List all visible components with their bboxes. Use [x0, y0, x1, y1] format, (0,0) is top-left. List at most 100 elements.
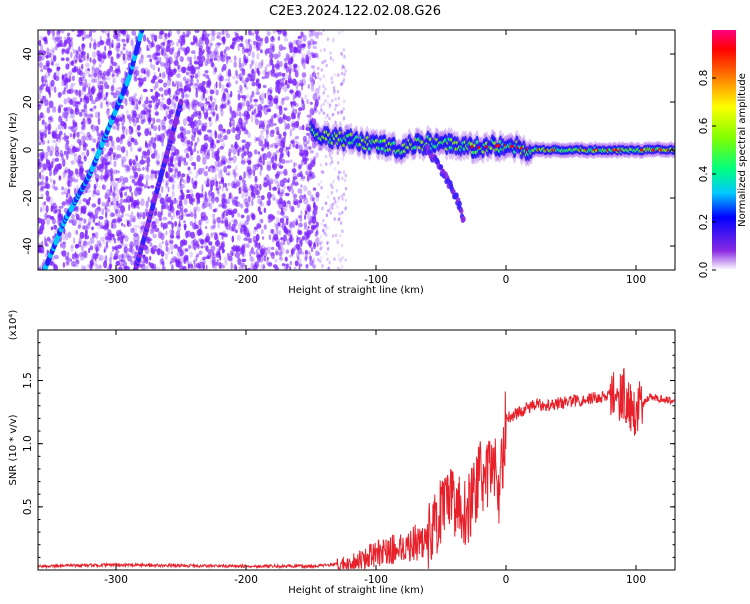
spectrogram-noise-point — [183, 148, 189, 154]
spectrogram-noise-point — [197, 59, 203, 67]
spectrogram-noise-point — [218, 160, 223, 164]
spectrogram-noise-point — [243, 151, 247, 156]
spectrogram-noise-point — [222, 182, 225, 188]
spectrogram-noise-point — [302, 135, 307, 142]
spectrogram-noise-point — [166, 87, 169, 94]
spectrogram-noise-point — [260, 228, 264, 235]
spectrogram-noise-point — [42, 95, 45, 100]
spectrogram-noise-point — [73, 89, 78, 93]
spectrogram-noise-point — [316, 72, 320, 76]
spectrogram-noise-point — [187, 263, 190, 270]
spectrogram-noise-point — [101, 208, 105, 216]
spectrogram-noise-point — [309, 259, 314, 266]
spectrogram-noise-point — [225, 70, 228, 78]
spectrogram-noise-point — [224, 198, 227, 203]
spectrogram-noise-point — [105, 162, 108, 168]
spectrogram-noise-point — [170, 108, 176, 115]
spectrogram-noise-point — [162, 261, 165, 267]
spectrogram-noise-point — [295, 218, 299, 221]
spectrogram-noise-point — [93, 78, 98, 83]
spectrogram-noise-point — [41, 100, 45, 107]
spectrogram-noise-point — [39, 35, 44, 41]
spectrogram-noise-point — [329, 183, 333, 187]
spectrogram-noise-point — [65, 57, 69, 61]
spectrogram-noise-point — [81, 63, 84, 70]
spectrogram-noise-point — [157, 67, 160, 72]
spectrogram-noise-point — [209, 202, 213, 210]
spectrogram-noise-point — [104, 236, 109, 241]
spectrogram-noise-point — [189, 59, 192, 65]
spectrogram-noise-point — [214, 152, 220, 161]
spectrogram-noise-point — [147, 109, 151, 113]
spectrogram-noise-point — [174, 168, 178, 173]
spectrogram-noise-point — [70, 258, 72, 263]
spectrogram-noise-point — [115, 201, 119, 209]
spectrogram-noise-point — [90, 37, 93, 42]
spectrogram-noise-point — [136, 65, 139, 70]
spectrogram-noise-point — [74, 59, 77, 64]
spectrogram-noise-point — [106, 193, 110, 198]
spectrogram-noise-point — [342, 118, 345, 122]
spectrogram-noise-point — [150, 33, 155, 38]
spectrogram-noise-point — [166, 130, 171, 135]
spectrogram-noise-point — [41, 222, 45, 231]
spectrogram-noise-point — [272, 98, 278, 104]
spectrogram-noise-point — [221, 234, 224, 240]
spectrogram-noise-point — [281, 182, 286, 190]
spectrogram-noise-point — [120, 104, 124, 110]
spectrogram-noise-point — [67, 32, 71, 37]
spectrogram-noise-point — [211, 150, 216, 159]
spectrogram-noise-point — [240, 125, 244, 130]
spectrogram-noise-point — [333, 167, 337, 171]
spectrogram-noise-point — [119, 113, 124, 122]
spectrogram-noise-point — [176, 171, 180, 179]
spectrogram-noise-point — [252, 184, 255, 192]
spectrogram-noise-point — [329, 161, 332, 166]
spectrogram-noise-point — [91, 136, 94, 142]
spectrogram-noise-point — [104, 232, 109, 239]
spectrogram-noise-point — [261, 76, 266, 80]
spectrogram-noise-point — [74, 65, 77, 71]
spectrogram-noise-point — [322, 74, 325, 78]
spectrogram-noise-point — [288, 185, 291, 193]
spectrogram-noise-point — [82, 37, 85, 42]
spectrogram-noise-point — [49, 90, 51, 98]
spectrogram-noise-point — [56, 220, 62, 224]
spectrogram-noise-point — [51, 46, 56, 53]
spectrogram-noise-point — [247, 104, 252, 112]
spectrogram-noise-point — [280, 211, 285, 216]
spectrogram-noise-point — [273, 145, 276, 149]
spectrogram-noise-point — [122, 47, 127, 51]
spectrogram-noise-point — [195, 86, 200, 92]
spectrogram-noise-point — [115, 177, 120, 182]
spectrogram-noise-point — [285, 192, 290, 197]
spectrogram-noise-point — [254, 66, 257, 75]
spectrogram-noise-point — [62, 262, 66, 268]
spectrogram-noise-point — [41, 120, 46, 127]
spectrogram-noise-point — [198, 250, 203, 255]
spectrogram-noise-point — [130, 146, 133, 152]
spectrogram-noise-point — [236, 108, 241, 117]
spectrogram-noise-point — [337, 103, 340, 107]
spectrogram-noise-point — [252, 264, 258, 270]
spectrogram-noise-point — [211, 34, 215, 42]
spectrogram-noise-point — [200, 144, 205, 152]
spectrogram-noise-point — [83, 107, 88, 115]
spectrogram-noise-point — [249, 250, 252, 257]
spectrogram-noise-point — [244, 233, 248, 237]
spectrogram-noise-point — [79, 161, 84, 165]
spectrogram-noise-point — [303, 65, 306, 70]
spectrogram-noise-point — [278, 133, 282, 140]
spectrogram-noise-point — [243, 237, 249, 241]
spectrogram-noise-point — [64, 167, 68, 172]
spectrogram-noise-point — [269, 251, 275, 257]
spectrogram-noise-point — [302, 58, 306, 62]
spectrogram-noise-point — [75, 51, 79, 59]
spectrogram-noise-point — [261, 147, 264, 152]
spectrogram-noise-point — [77, 92, 81, 99]
spectrogram-noise-point — [235, 201, 241, 208]
spectrogram-noise-point — [342, 116, 346, 120]
spectrogram-noise-point — [121, 125, 126, 134]
spectrogram-noise-point — [91, 65, 95, 71]
spectrogram-noise-point — [123, 118, 126, 124]
